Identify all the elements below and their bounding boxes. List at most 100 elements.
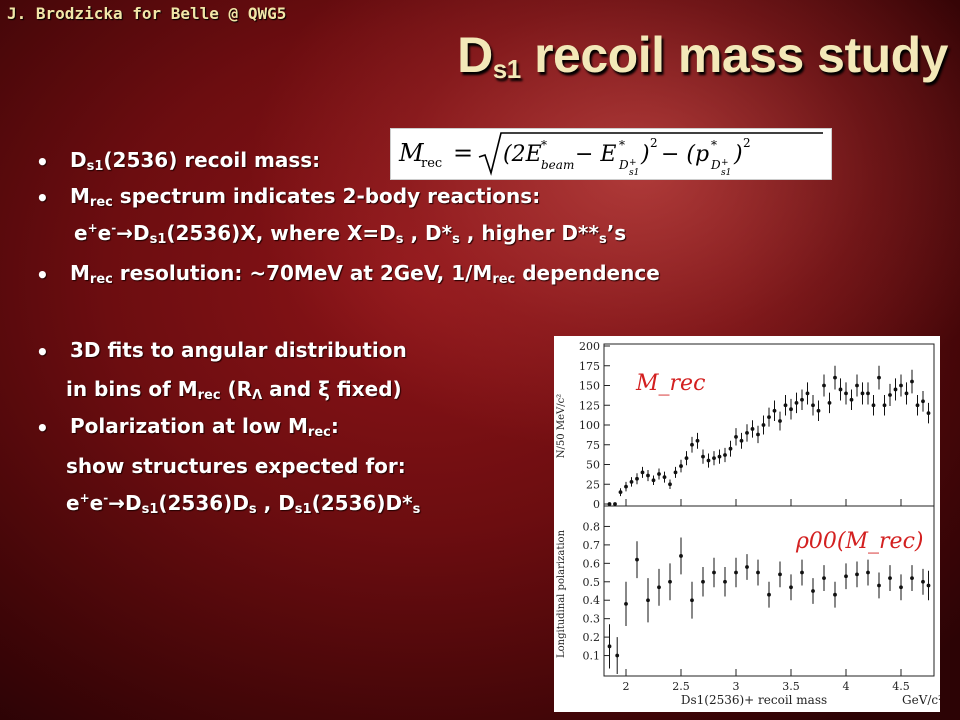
- bullet-dot: •: [36, 340, 49, 364]
- top-point: [651, 478, 656, 483]
- top-point: [728, 446, 733, 451]
- bottom-y-ticks: 0.1 0.2 0.3 0.4 0.5 0.6 0.7 0.8: [583, 520, 610, 663]
- formula-rhs-c-sup: 2: [650, 136, 658, 150]
- top-point: [877, 375, 881, 380]
- formula-rhs-b-sub: D: [618, 158, 629, 172]
- bottom-point: [844, 574, 848, 579]
- x-tick-label: 2.5: [672, 680, 690, 693]
- top-point: [811, 403, 815, 408]
- top-point: [926, 411, 931, 416]
- top-point: [783, 403, 788, 408]
- top-point: [662, 475, 667, 480]
- top-point: [624, 484, 628, 489]
- formula-sqrt: [478, 132, 823, 176]
- bottom-point: [877, 583, 881, 588]
- top-point: [767, 415, 771, 419]
- formula-rhs-b-subsub: s1: [629, 168, 639, 178]
- formula-rhs-e: ): [733, 142, 743, 167]
- top-point: [778, 419, 782, 423]
- top-y-tick-label: 125: [579, 399, 600, 412]
- bullet-resolution: Mrec resolution: ~70MeV at 2GeV, 1/Mrec …: [70, 261, 660, 287]
- top-point: [915, 403, 920, 408]
- top-point: [635, 476, 639, 481]
- bullet-3d-fits-bins: in bins of Mrec (RΛ and ξ fixed): [66, 377, 402, 403]
- bottom-y-tick-label: 0.7: [583, 539, 601, 552]
- top-y-tick-label: 50: [586, 459, 600, 472]
- top-point: [712, 456, 716, 461]
- bottom-point: [800, 570, 804, 575]
- bottom-point: [822, 576, 826, 580]
- formula-rhs-b-sup: *: [619, 138, 625, 152]
- top-point: [657, 472, 661, 476]
- top-annotation: M_rec: [635, 371, 705, 396]
- bottom-y-tick-label: 0.4: [583, 594, 601, 607]
- bullet-dot: •: [36, 150, 49, 174]
- bottom-panel-frame: [603, 505, 935, 677]
- bottom-point: [910, 576, 914, 580]
- author-credit: J. Brodzicka for Belle @ QWG5: [7, 4, 287, 23]
- top-y-axis-label: N/50 MeV/c²: [556, 394, 567, 458]
- top-point: [607, 502, 612, 506]
- top-point: [690, 442, 694, 447]
- formula-rhs-a-sub: beam: [541, 158, 574, 172]
- top-point: [673, 470, 678, 475]
- bullet-3d-fits: 3D fits to angular distribution: [70, 338, 407, 362]
- formula-rhs-b-subsup: +: [629, 158, 637, 168]
- bottom-point: [690, 598, 694, 603]
- top-point: [684, 456, 689, 461]
- top-point: [822, 383, 826, 388]
- top-point: [844, 391, 848, 396]
- top-point: [827, 400, 832, 405]
- bottom-point: [624, 602, 628, 606]
- bottom-point: [855, 572, 859, 577]
- bottom-point: [712, 570, 716, 575]
- top-y-tick-label: 25: [586, 478, 600, 491]
- x-tick-label: 4: [843, 680, 850, 693]
- top-point: [849, 397, 854, 402]
- bottom-y-axis-label: Longitudinal polarization: [556, 529, 567, 658]
- x-tick-label: 3.5: [782, 680, 800, 693]
- bullet-dot: •: [36, 263, 49, 287]
- top-point: [646, 473, 650, 478]
- bullet-polarization-structures: show structures expected for:: [66, 454, 406, 478]
- top-y-tick-label: 150: [579, 380, 600, 393]
- bottom-point: [811, 589, 815, 593]
- top-point: [800, 397, 804, 402]
- top-point: [723, 453, 727, 457]
- top-point: [745, 431, 749, 435]
- top-point: [866, 391, 870, 396]
- top-y-tick-label: 100: [579, 419, 600, 432]
- x-tick-label: 3: [733, 680, 740, 693]
- top-point: [871, 403, 876, 408]
- top-point: [750, 427, 755, 431]
- top-point: [756, 432, 760, 437]
- formula-rhs-d-sup: *: [711, 138, 717, 152]
- top-point: [629, 479, 634, 484]
- top-point: [855, 383, 859, 388]
- formula-eq: =: [453, 139, 473, 167]
- formula-rhs-b: − E: [575, 142, 617, 167]
- bottom-point: [833, 592, 837, 597]
- bullet-dot: •: [36, 416, 49, 440]
- bullet-spectrum: Mrec spectrum indicates 2-body reactions…: [70, 184, 541, 210]
- bullet-spectrum-reaction: e+e-→Ds1(2536)X, where X=Ds , D*s , high…: [74, 221, 627, 247]
- top-point: [695, 438, 700, 443]
- formula-rhs-d: − (p: [661, 142, 709, 167]
- bottom-point: [778, 572, 782, 577]
- x-tick-label: 2: [623, 680, 630, 693]
- bottom-y-tick-label: 0.2: [583, 631, 601, 644]
- top-point: [882, 403, 887, 408]
- top-point: [860, 391, 865, 396]
- bottom-point: [789, 585, 793, 590]
- top-point: [668, 482, 672, 487]
- top-y-ticks: 0 25 50 75 100 125 150 175 200: [579, 340, 610, 511]
- x-axis-label: Ds1(2536)+ recoil mass: [681, 693, 827, 707]
- x-axis-unit: GeV/c²: [902, 693, 940, 707]
- bottom-point: [734, 570, 738, 575]
- bullet-polarization-reactions: e+e-→Ds1(2536)Ds , Ds1(2536)D*s: [66, 491, 421, 517]
- bottom-y-tick-label: 0.6: [583, 557, 601, 570]
- top-point: [794, 400, 799, 405]
- top-point: [921, 399, 925, 404]
- formula-rhs-d-subsub: s1: [721, 168, 731, 178]
